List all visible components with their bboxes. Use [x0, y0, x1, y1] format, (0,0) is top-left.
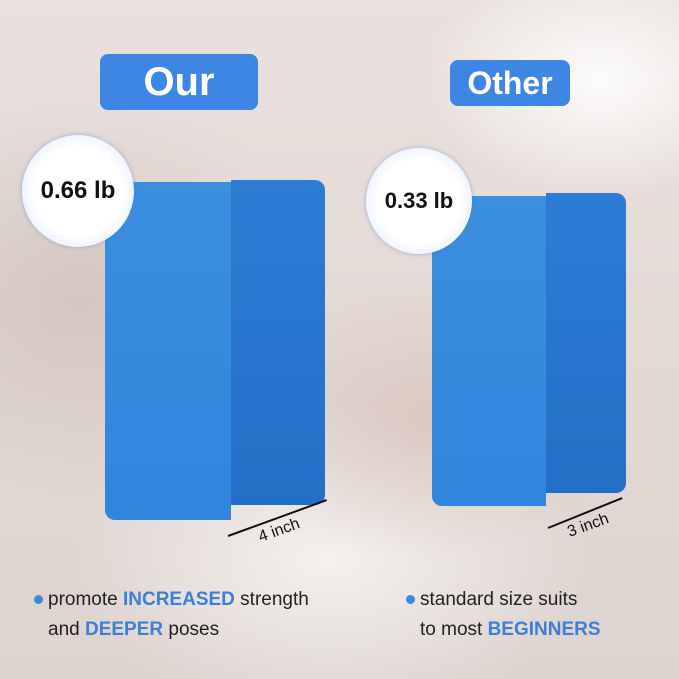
- our-feature-text: promote INCREASED strength and DEEPER po…: [34, 585, 309, 645]
- other-feature-line-2-start: to most: [420, 619, 488, 640]
- our-feature-line-2-start: and: [48, 619, 85, 640]
- other-feature-line-2: to most BEGINNERS: [406, 615, 601, 645]
- other-label: Other: [450, 60, 570, 106]
- our-feature-line-2: and DEEPER poses: [34, 615, 309, 645]
- our-feature-highlight-deeper: DEEPER: [84, 619, 164, 640]
- other-block-side-face: [546, 193, 626, 493]
- our-block-front-face: [105, 182, 231, 520]
- our-feature-line-1: promote INCREASED strength: [34, 585, 309, 615]
- other-dimension-label: 3 inch: [565, 510, 612, 541]
- our-dimension-label: 4 inch: [256, 515, 303, 546]
- our-block-side-face: [231, 180, 325, 505]
- other-weight-badge: 0.33 lb: [366, 148, 472, 254]
- other-feature-line-1-text: standard size suits: [420, 589, 578, 610]
- our-feature-highlight-increased: INCREASED: [122, 589, 235, 610]
- our-feature-line-1-start: promote: [48, 589, 123, 610]
- other-block-front-face: [432, 196, 546, 506]
- other-feature-highlight-beginners: BEGINNERS: [487, 619, 601, 640]
- other-feature-text: standard size suits to most BEGINNERS: [406, 585, 601, 645]
- our-feature-line-2-end: poses: [163, 619, 220, 640]
- other-feature-line-1: standard size suits: [406, 585, 601, 615]
- our-label: Our: [100, 54, 258, 110]
- our-weight-badge: 0.66 lb: [22, 135, 134, 247]
- bullet-icon: [406, 595, 415, 605]
- our-feature-line-1-end: strength: [234, 589, 309, 610]
- bullet-icon: [34, 595, 43, 605]
